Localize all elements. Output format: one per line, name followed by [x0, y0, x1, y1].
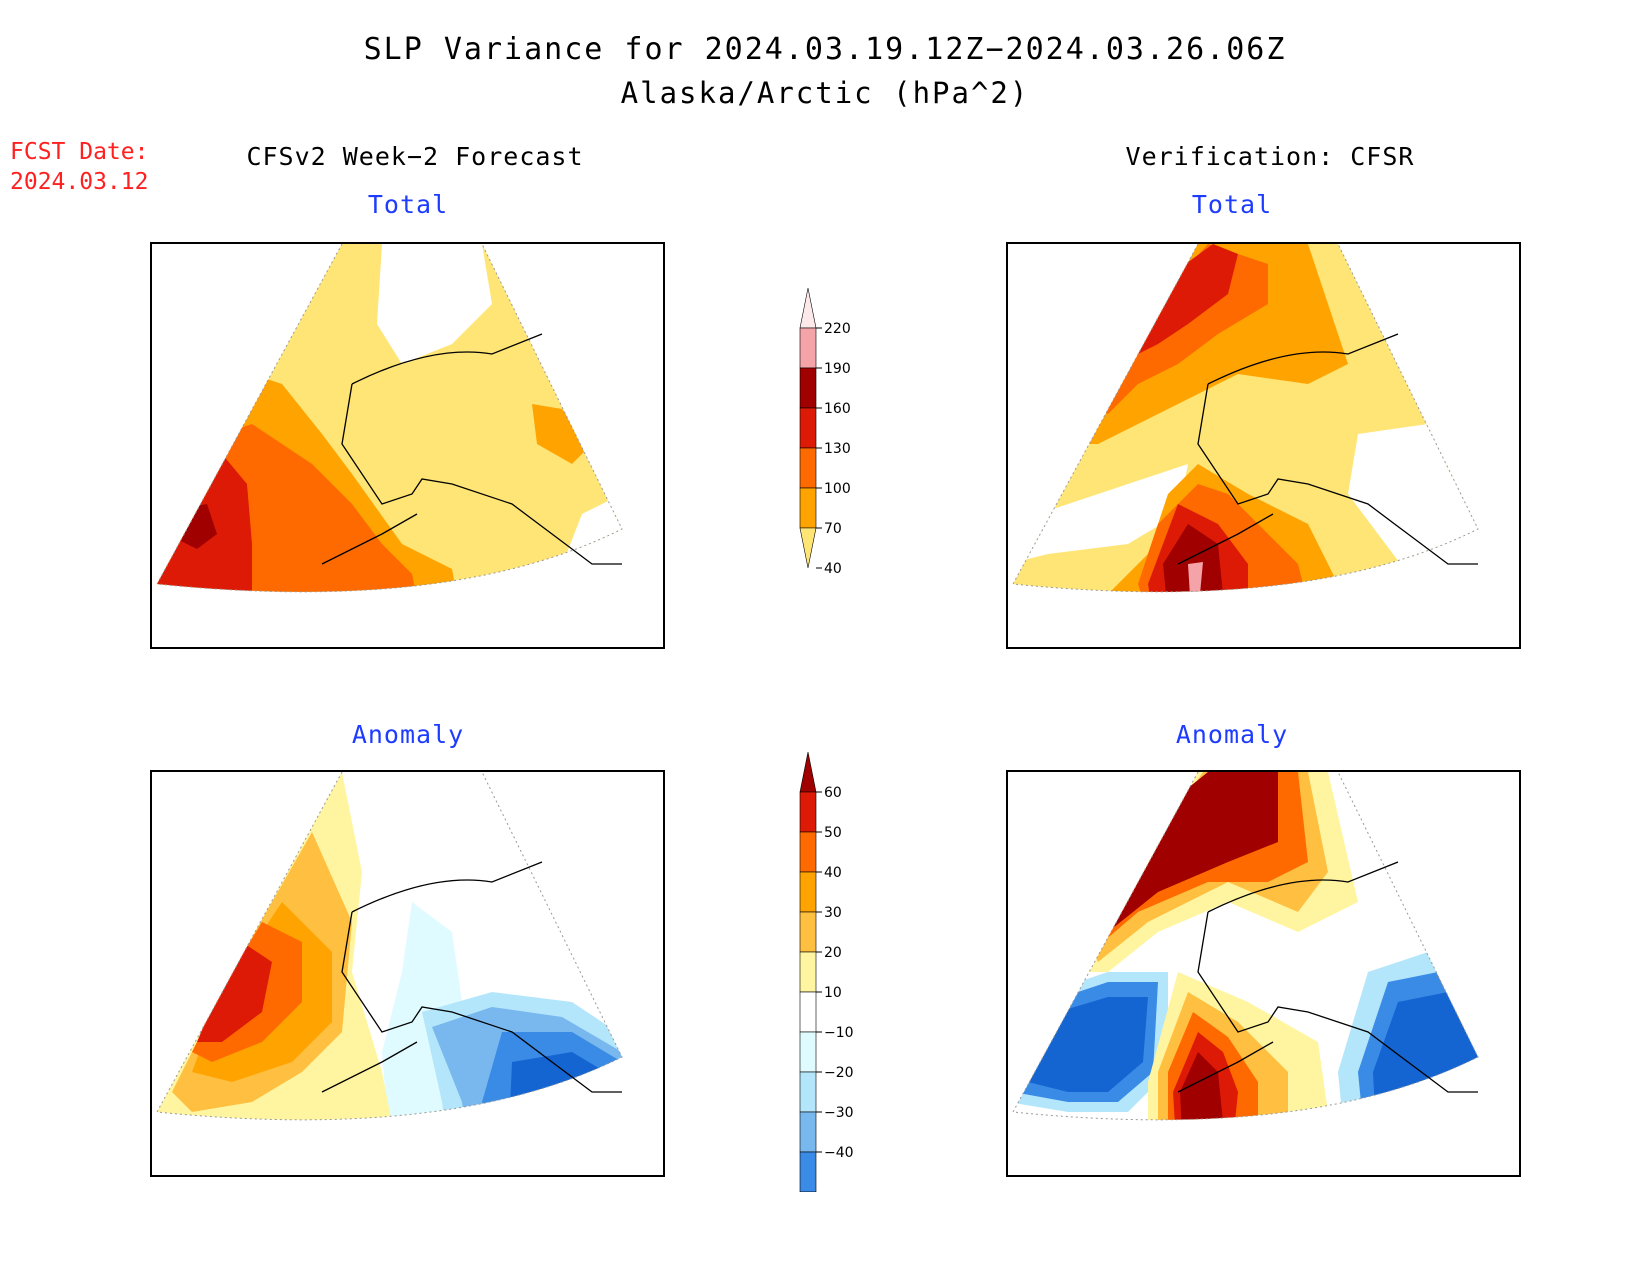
colorbar-tick-label: −20 [824, 1065, 854, 1081]
colorbar-tick-label: 40 [824, 865, 842, 881]
colorbar-total: 220 190 160 130 100 70 40 [799, 287, 851, 577]
colorbar-swatch [799, 327, 817, 369]
colorbar-swatch [799, 871, 817, 913]
colorbar-tick-label: 40 [824, 561, 842, 577]
panel-label-verification-total: Total [1191, 190, 1273, 219]
colorbar-swatch [799, 951, 817, 993]
panel-label-verification-anomaly: Anomaly [1175, 720, 1289, 749]
colorbar-tick-label: 100 [824, 481, 851, 497]
map-forecast-anomaly [150, 770, 665, 1177]
colorbar-tick-label: 70 [824, 521, 842, 537]
colorbar-tick-label: 190 [824, 361, 851, 377]
forecast-date-value: 2024.03.12 [10, 169, 149, 195]
colorbar-swatch [799, 1111, 817, 1153]
verification-column-title: Verification: CFSR [1125, 142, 1415, 171]
figure-title: SLP Variance for 2024.03.19.12Z−2024.03.… [363, 32, 1287, 67]
figure-subtitle: Alaska/Arctic (hPa^2) [620, 76, 1030, 110]
colorbar-swatch [799, 447, 817, 489]
colorbar-swatch [799, 991, 817, 1033]
colorbar-tick-label: 10 [824, 985, 842, 1001]
colorbar-tick-label: 50 [824, 825, 842, 841]
map-verification-total [1006, 242, 1521, 649]
panel-label-forecast-anomaly: Anomaly [351, 720, 465, 749]
colorbar-tick-label: −30 [824, 1105, 854, 1121]
colorbar-swatch [799, 367, 817, 409]
colorbar-tick-label: 130 [824, 441, 851, 457]
colorbar-swatch [799, 831, 817, 873]
forecast-column-title: CFSv2 Week−2 Forecast [246, 142, 584, 171]
colorbar-tick-label: 60 [824, 785, 842, 801]
colorbar-tick-label: 30 [824, 905, 842, 921]
colorbar-swatch [799, 1071, 817, 1113]
colorbar-tick-label: −10 [824, 1025, 854, 1041]
colorbar-tick-label: 160 [824, 401, 851, 417]
panel-label-forecast-total: Total [367, 190, 449, 219]
map-forecast-total [150, 242, 665, 649]
colorbar-swatch [799, 791, 817, 833]
forecast-date-label: FCST Date: 2024.03.12 [10, 137, 148, 197]
colorbar-tick-label: 220 [824, 321, 851, 337]
colorbar-swatch [799, 287, 817, 329]
colorbar-tick-label: 20 [824, 945, 842, 961]
forecast-date-heading: FCST Date: [10, 139, 149, 165]
map-verification-anomaly [1006, 770, 1521, 1177]
colorbar-anomaly: 60 50 40 30 20 10 −10 −20 −30 −40 [799, 752, 854, 1192]
colorbar-swatch [799, 1151, 817, 1192]
colorbar-swatch [799, 487, 817, 529]
colorbar-swatch [799, 407, 817, 449]
colorbar-swatch [799, 911, 817, 953]
colorbar-swatch [799, 1031, 817, 1073]
colorbar-swatch [799, 752, 817, 793]
colorbar-swatch [799, 527, 817, 569]
colorbar-tick-label: −40 [824, 1145, 854, 1161]
